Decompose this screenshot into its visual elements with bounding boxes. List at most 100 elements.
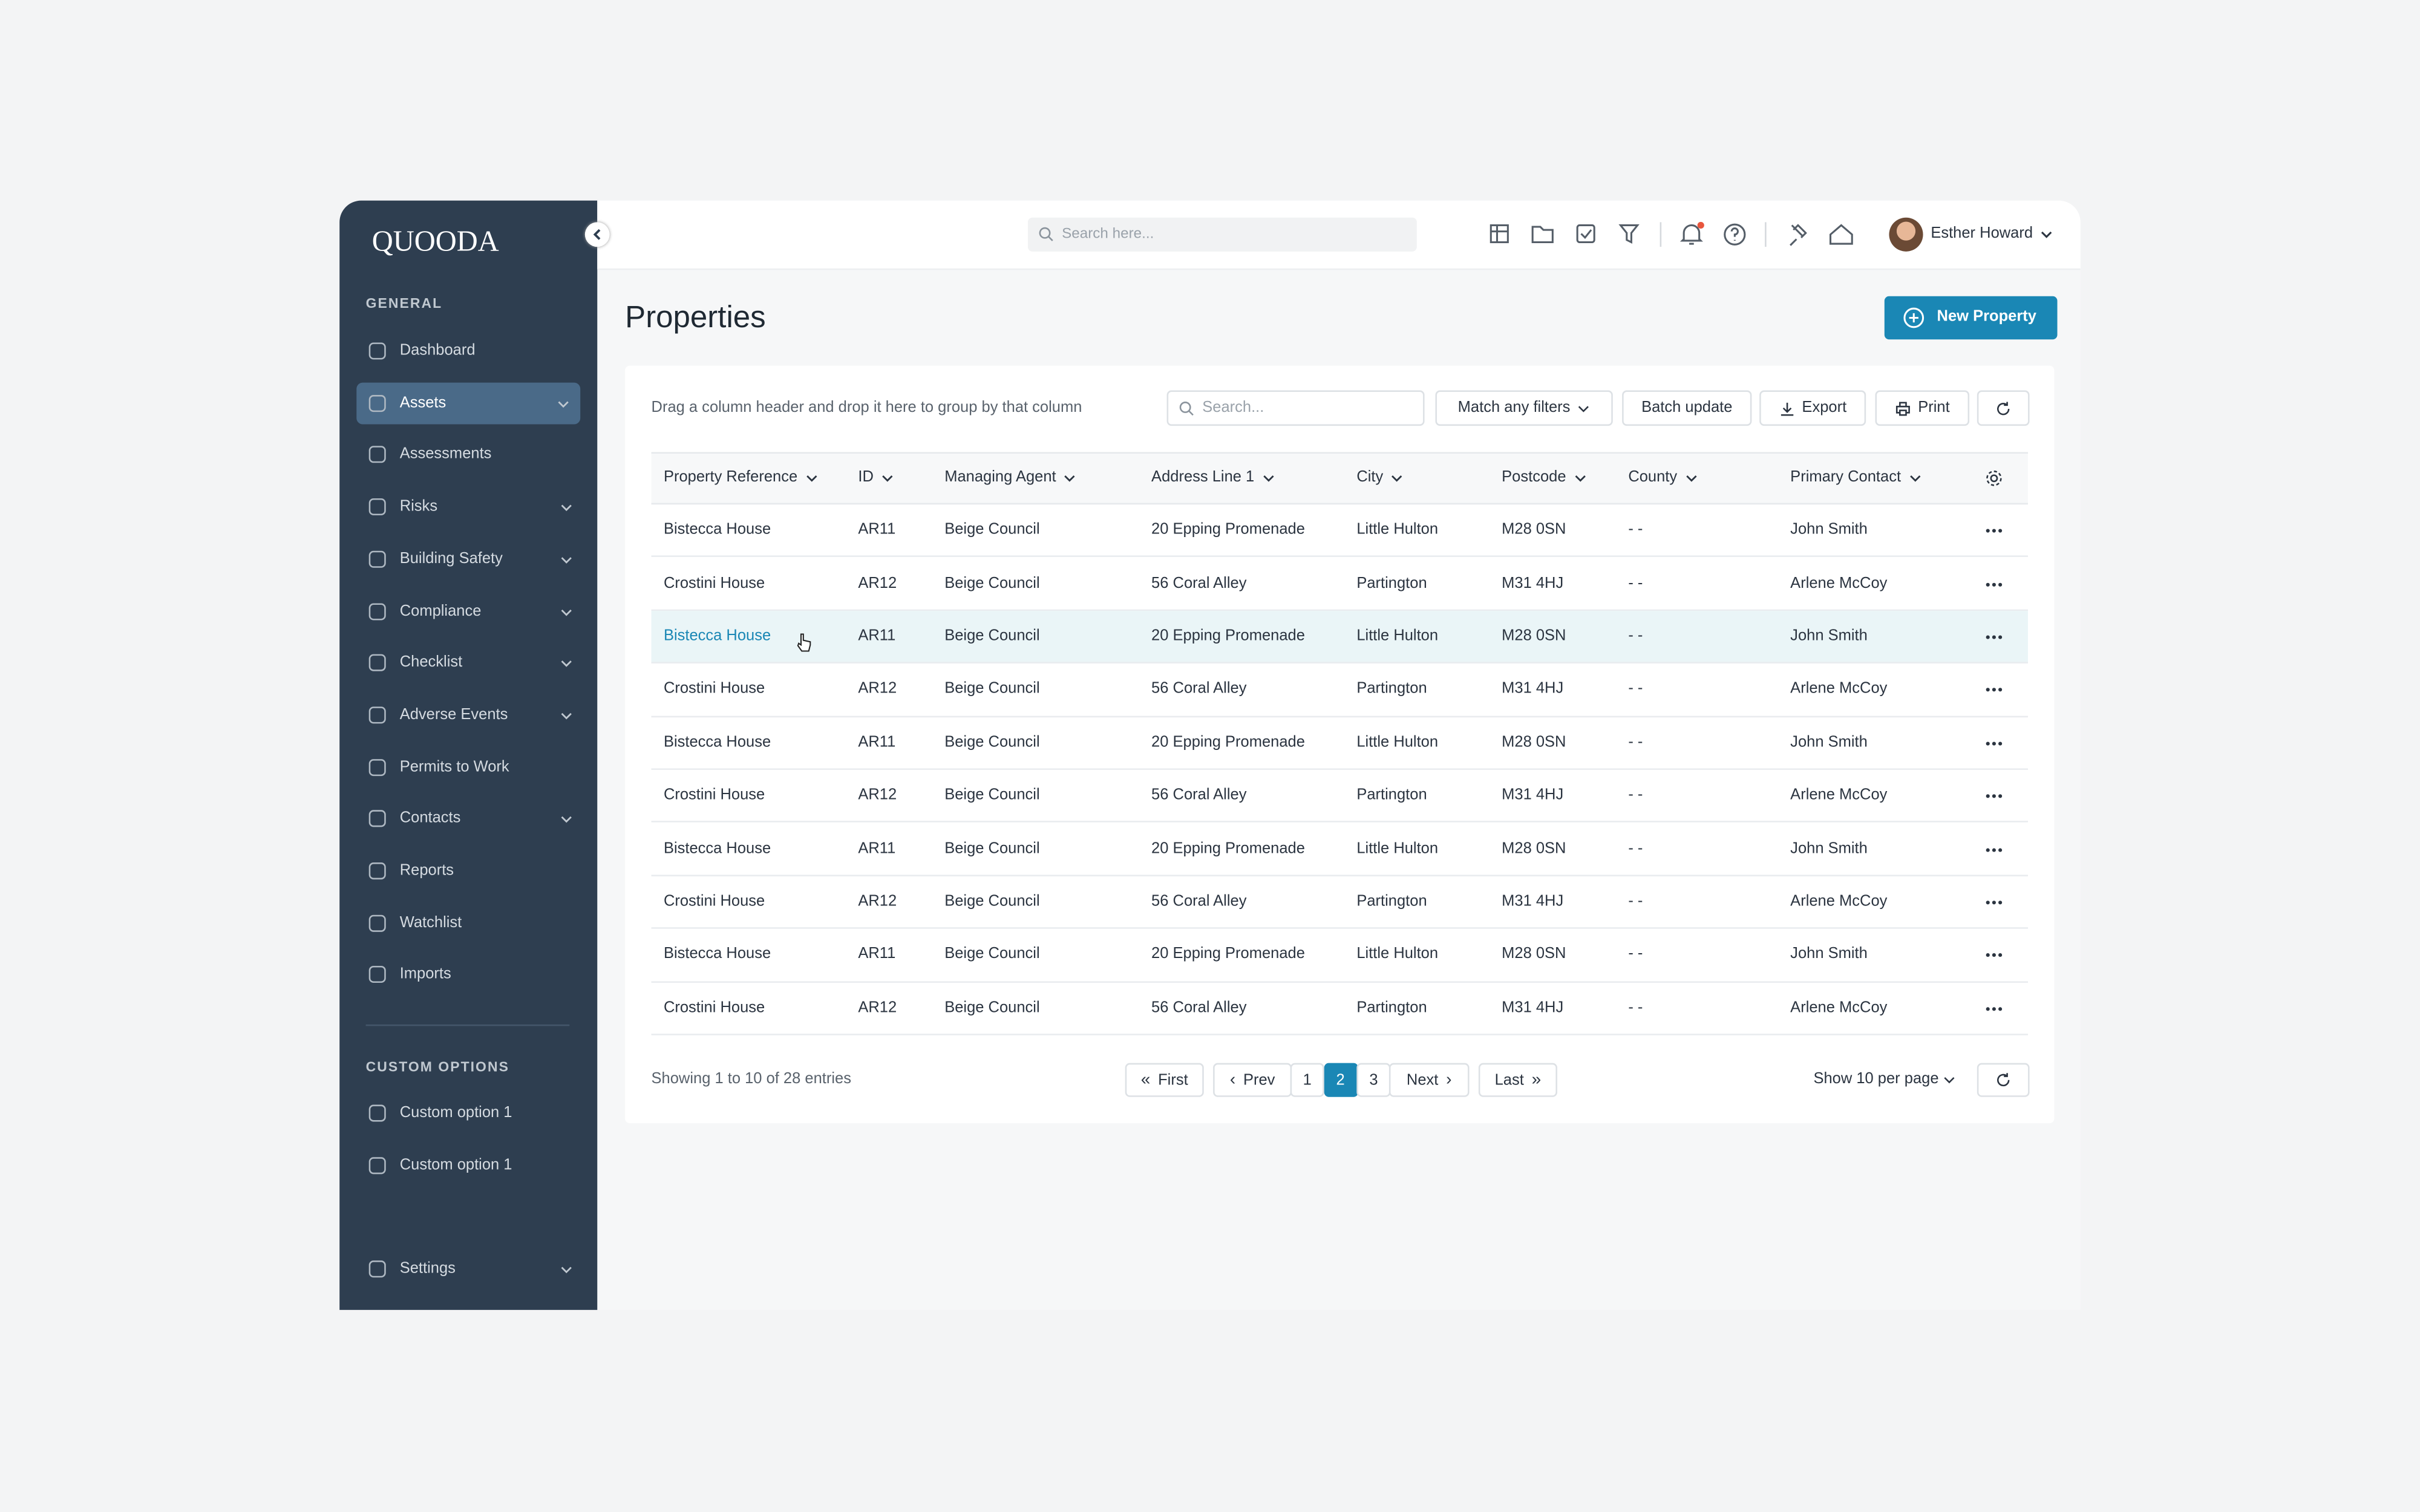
chevron bbox=[560, 605, 572, 618]
nav-icon bbox=[368, 602, 386, 620]
column-header[interactable]: ID bbox=[858, 469, 874, 486]
export-button[interactable]: Export bbox=[1759, 390, 1866, 426]
table-cell: AR11 bbox=[858, 946, 896, 963]
row-actions[interactable] bbox=[1985, 687, 2004, 693]
column-header[interactable]: Property Reference bbox=[663, 469, 798, 486]
nav-item[interactable]: Checklist bbox=[399, 654, 463, 672]
row-actions[interactable] bbox=[1985, 1006, 2004, 1012]
table-cell: AR11 bbox=[858, 840, 896, 858]
refresh-button[interactable] bbox=[1977, 390, 2030, 426]
next-button[interactable]: Next › bbox=[1388, 1063, 1470, 1097]
row-actions[interactable] bbox=[1985, 899, 2004, 905]
row-actions[interactable] bbox=[1985, 528, 2004, 534]
chevron bbox=[1909, 472, 1921, 484]
button-label: Match any filters bbox=[1457, 399, 1571, 417]
table-row bbox=[651, 823, 2029, 876]
nav-icon bbox=[368, 706, 386, 724]
table-cell: Arlene McCoy bbox=[1790, 787, 1888, 804]
button-label: New Property bbox=[1937, 308, 2036, 326]
per-page-select[interactable]: Show 10 per page bbox=[1813, 1070, 1939, 1088]
chevron bbox=[560, 709, 572, 722]
table-cell: - - bbox=[1628, 946, 1643, 963]
nav-item[interactable]: Risks bbox=[399, 498, 438, 516]
column-settings[interactable] bbox=[1985, 469, 2004, 488]
page-button[interactable]: 1 bbox=[1290, 1063, 1324, 1097]
property-link[interactable]: Crostini House bbox=[663, 680, 765, 699]
table-row bbox=[651, 929, 2029, 982]
column-header[interactable]: Managing Agent bbox=[944, 469, 1056, 486]
table-cell: 56 Coral Alley bbox=[1151, 999, 1247, 1017]
refresh-button[interactable] bbox=[1977, 1063, 2030, 1097]
row-actions[interactable] bbox=[1985, 953, 2004, 959]
row-actions[interactable] bbox=[1985, 634, 2004, 640]
nav-item[interactable]: Assessments bbox=[399, 446, 492, 464]
chevron bbox=[1262, 472, 1274, 484]
nav-icon bbox=[368, 550, 386, 568]
nav-item[interactable]: Custom option 1 bbox=[399, 1104, 512, 1122]
column-header[interactable]: County bbox=[1628, 469, 1678, 486]
table-row bbox=[651, 663, 2029, 717]
row-actions[interactable] bbox=[1985, 740, 2004, 746]
nav-item[interactable]: Reports bbox=[399, 862, 454, 880]
nav-item[interactable]: Adverse Events bbox=[399, 706, 508, 724]
page-button[interactable]: 3 bbox=[1356, 1063, 1391, 1097]
entries-summary: Showing 1 to 10 of 28 entries bbox=[651, 1070, 851, 1088]
last-button[interactable]: Last» bbox=[1478, 1063, 1557, 1097]
row-actions[interactable] bbox=[1985, 846, 2004, 852]
property-link[interactable]: Crostini House bbox=[663, 787, 765, 804]
nav-icon bbox=[368, 758, 386, 776]
nav-item[interactable]: Compliance bbox=[399, 602, 482, 620]
active-nav-bg bbox=[356, 382, 581, 425]
column-header[interactable]: City bbox=[1356, 469, 1384, 486]
batch-button[interactable]: Batch update bbox=[1622, 390, 1752, 426]
table-cell: John Smith bbox=[1790, 840, 1868, 858]
first-button[interactable]: «First bbox=[1125, 1063, 1204, 1097]
column-header[interactable]: Primary Contact bbox=[1790, 469, 1902, 486]
section-heading: CUSTOM OPTIONS bbox=[365, 1059, 509, 1075]
row-actions[interactable] bbox=[1985, 581, 2004, 587]
nav-item[interactable]: Contacts bbox=[399, 810, 461, 828]
nav-item[interactable]: Settings bbox=[399, 1260, 456, 1278]
nav-icon bbox=[368, 914, 386, 932]
print-button[interactable]: Print bbox=[1875, 390, 1970, 426]
table-cell: 20 Epping Promenade bbox=[1151, 628, 1305, 645]
property-link[interactable]: Crostini House bbox=[663, 575, 765, 592]
table-row bbox=[651, 770, 2029, 823]
property-link[interactable]: Bistecca House bbox=[663, 840, 771, 858]
row-actions[interactable] bbox=[1985, 793, 2004, 800]
column-header[interactable]: Postcode bbox=[1502, 469, 1566, 486]
collapse-button[interactable] bbox=[584, 222, 610, 247]
user-name[interactable]: Esther Howard bbox=[1931, 225, 2033, 243]
table-cell: M31 4HJ bbox=[1502, 575, 1564, 592]
nav-item[interactable]: Dashboard bbox=[399, 342, 476, 360]
filter-button[interactable]: Match any filters bbox=[1435, 390, 1613, 426]
prev-button[interactable]: ‹ Prev bbox=[1213, 1063, 1292, 1097]
table-cell: Beige Council bbox=[944, 787, 1040, 804]
group-hint: Drag a column header and drop it here to… bbox=[651, 399, 1082, 417]
button-label: Prev bbox=[1243, 1071, 1275, 1089]
nav-item[interactable]: Building Safety bbox=[399, 550, 503, 568]
column-header[interactable]: Address Line 1 bbox=[1151, 469, 1255, 486]
property-link[interactable]: Bistecca House bbox=[663, 946, 771, 963]
property-link[interactable]: Bistecca House bbox=[663, 521, 771, 539]
nav-icon bbox=[368, 1157, 386, 1175]
nav-item[interactable]: Assets bbox=[399, 394, 446, 412]
page-button[interactable]: 2 bbox=[1323, 1063, 1358, 1097]
avatar[interactable] bbox=[1889, 217, 1923, 252]
nav-item[interactable]: Custom option 1 bbox=[399, 1157, 512, 1175]
global-search[interactable]: Search here... bbox=[1027, 217, 1417, 252]
nav-item[interactable]: Permits to Work bbox=[399, 758, 509, 776]
table-cell: 20 Epping Promenade bbox=[1151, 840, 1305, 858]
property-link[interactable]: Crostini House bbox=[663, 893, 765, 911]
property-link[interactable]: Bistecca House bbox=[663, 628, 771, 645]
property-link[interactable]: Crostini House bbox=[663, 999, 765, 1017]
table-search[interactable]: Search... bbox=[1166, 390, 1425, 426]
nav-item[interactable]: Imports bbox=[399, 966, 451, 983]
table-cell: John Smith bbox=[1790, 521, 1868, 539]
table-row bbox=[651, 610, 2029, 664]
table-row bbox=[651, 876, 2029, 930]
new-property-button[interactable]: New Property bbox=[1884, 296, 2058, 340]
nav-icon bbox=[368, 810, 386, 828]
property-link[interactable]: Bistecca House bbox=[663, 734, 771, 751]
nav-item[interactable]: Watchlist bbox=[399, 914, 462, 932]
